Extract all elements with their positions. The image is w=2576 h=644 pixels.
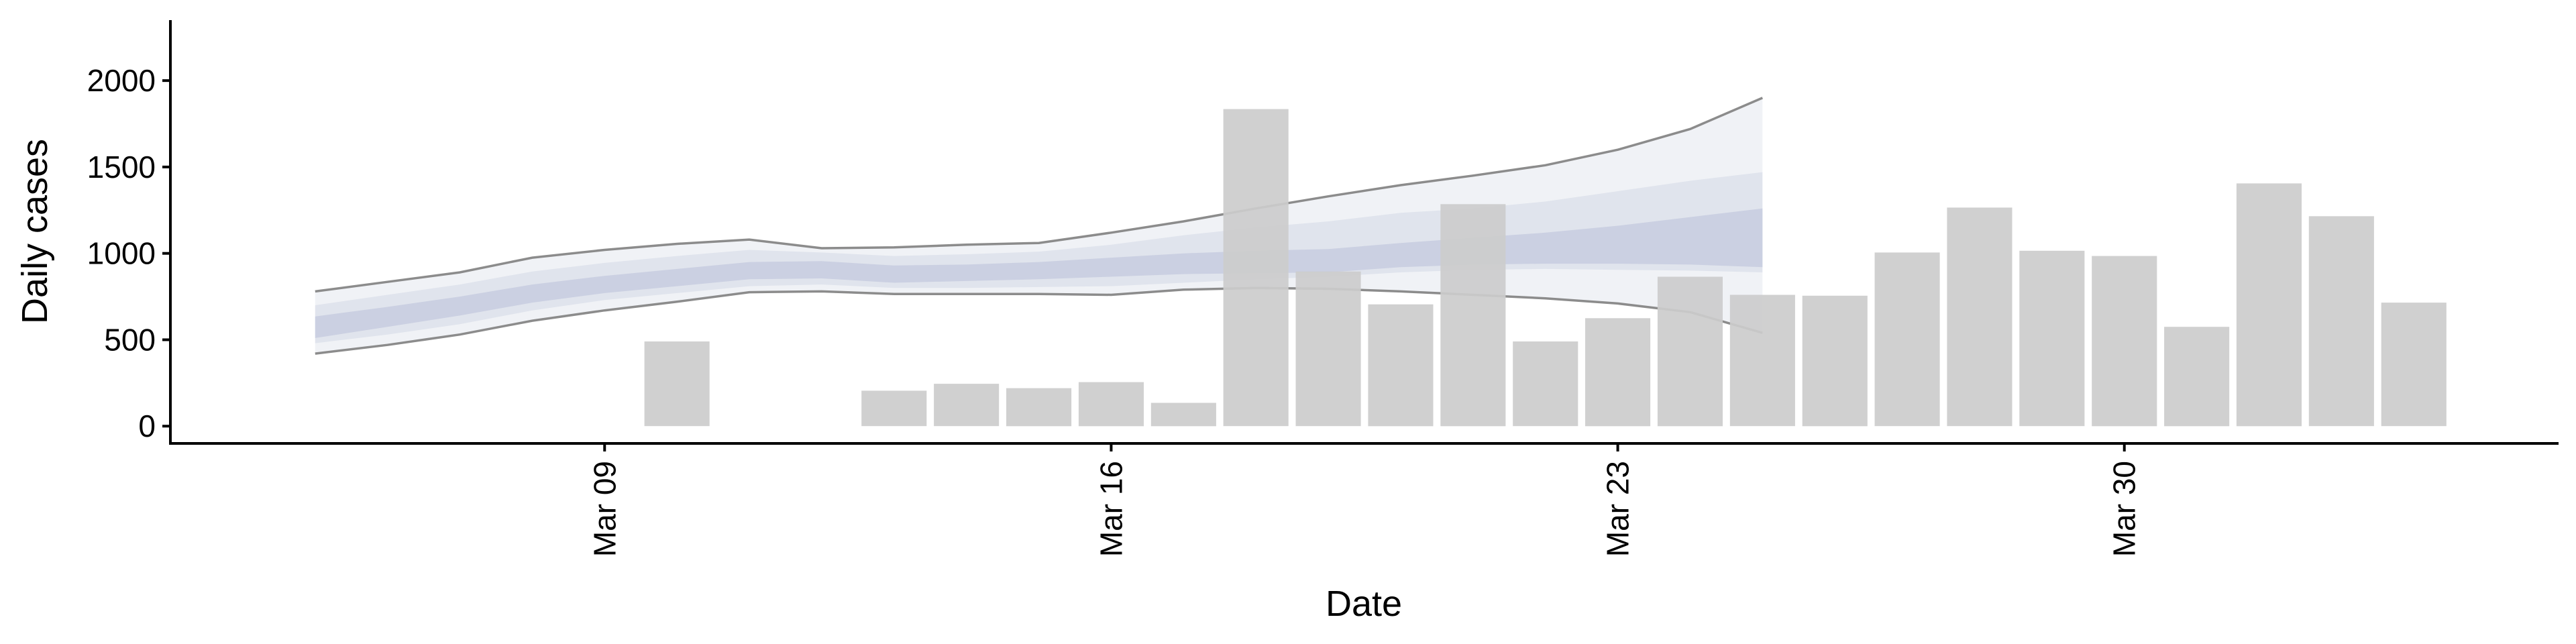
bar-2020-03-17 — [1150, 402, 1216, 427]
y-tick-label: 0 — [138, 409, 156, 443]
bar-2020-03-30 — [2092, 256, 2157, 427]
x-axis-title: Date — [1326, 584, 1402, 624]
bar-2020-04-01 — [2236, 183, 2302, 427]
estimate-inner-band — [315, 208, 1763, 338]
bar-2020-03-18 — [1223, 109, 1289, 427]
bar-2020-03-29 — [2019, 250, 2085, 427]
bar-2020-03-15 — [1006, 388, 1072, 427]
bar-2020-03-13 — [861, 390, 927, 427]
bar-2020-03-25 — [1729, 294, 1795, 427]
bar-2020-03-21 — [1440, 204, 1506, 427]
y-tick-label: 1000 — [87, 236, 156, 271]
bars-layer — [644, 109, 2447, 427]
bar-2020-03-22 — [1513, 341, 1578, 427]
y-tick-label: 2000 — [87, 63, 156, 98]
ticks-layer: 0 500 1000 1500 2000 Mar 09 Mar 16 Mar 23 Mar 30 — [87, 63, 2142, 557]
estimate-outer-band — [315, 97, 1763, 354]
y-axis-title: Daily cases — [15, 139, 55, 324]
bar-2020-03-10 — [644, 341, 710, 427]
x-tick-label: Mar 09 — [587, 461, 622, 557]
bar-2020-03-31 — [2164, 327, 2230, 427]
x-tick-label: Mar 16 — [1093, 461, 1128, 557]
y-tick-label: 1500 — [87, 150, 156, 184]
bar-2020-03-16 — [1078, 382, 1144, 427]
bar-2020-03-14 — [934, 384, 1000, 427]
bar-2020-03-20 — [1368, 304, 1434, 427]
bar-2020-03-19 — [1295, 271, 1361, 427]
estimate-upper-line — [315, 97, 1763, 293]
bar-2020-03-28 — [1947, 207, 2012, 427]
y-tick-label: 500 — [104, 322, 156, 357]
bar-2020-03-26 — [1802, 295, 1868, 427]
x-tick-label: Mar 23 — [1601, 461, 1635, 557]
estimate-lower-line — [315, 286, 1763, 355]
bar-2020-03-24 — [1657, 276, 1723, 427]
bar-2020-03-27 — [1874, 252, 1940, 427]
estimate-layer — [315, 97, 1763, 355]
axes-layer — [169, 20, 2559, 445]
bar-2020-04-02 — [2308, 216, 2374, 427]
bar-2020-03-23 — [1585, 318, 1651, 427]
estimate-mid-band — [315, 172, 1763, 343]
x-tick-label: Mar 30 — [2107, 461, 2142, 557]
bar-2020-04-03 — [2381, 303, 2447, 427]
